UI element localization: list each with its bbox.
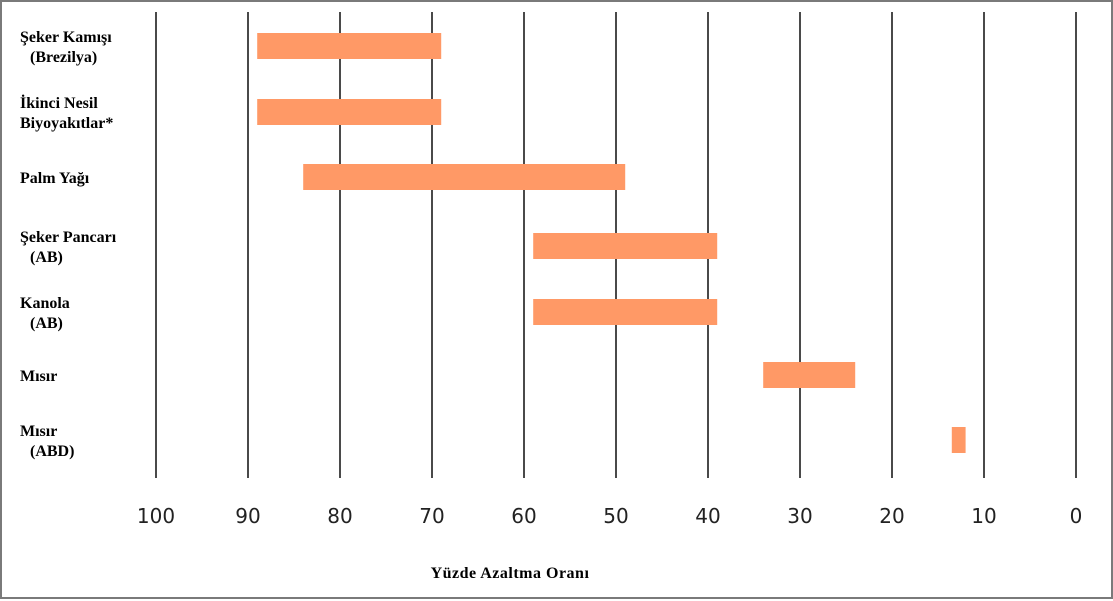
- range-bar: [763, 362, 856, 388]
- category-label: Biyoyakıtlar*: [20, 115, 113, 132]
- category-label: Kanola: [20, 295, 70, 312]
- category-label: İkinci Nesil: [20, 93, 98, 112]
- category-label: Şeker Pancarı: [20, 229, 117, 246]
- range-bar: [257, 99, 442, 125]
- category-label: Palm Yağı: [20, 170, 90, 187]
- x-tick-label: 0: [1070, 504, 1083, 528]
- x-tick-label: 60: [511, 504, 536, 528]
- range-bar: [303, 164, 626, 190]
- category-label: (AB): [30, 249, 63, 266]
- category-label: Mısır: [20, 368, 57, 385]
- x-tick-label: 90: [235, 504, 260, 528]
- range-bar: [533, 233, 718, 259]
- x-tick-label: 30: [787, 504, 812, 528]
- category-label: Mısır: [20, 423, 57, 440]
- x-tick-label: 10: [971, 504, 996, 528]
- category-label: (ABD): [30, 443, 74, 460]
- range-bar: [533, 299, 718, 325]
- category-label: (AB): [30, 315, 63, 332]
- category-label: Şeker Kamışı: [20, 29, 112, 46]
- range-bar: [951, 427, 966, 453]
- x-tick-label: 100: [137, 504, 175, 528]
- x-tick-label: 50: [603, 504, 628, 528]
- x-tick-label: 70: [419, 504, 444, 528]
- x-tick-label: 40: [695, 504, 720, 528]
- category-label: (Brezilya): [30, 49, 97, 66]
- x-tick-label: 20: [879, 504, 904, 528]
- x-axis-title: Yüzde Azaltma Oranı: [431, 565, 590, 582]
- range-bar: [257, 33, 442, 59]
- x-tick-label: 80: [327, 504, 352, 528]
